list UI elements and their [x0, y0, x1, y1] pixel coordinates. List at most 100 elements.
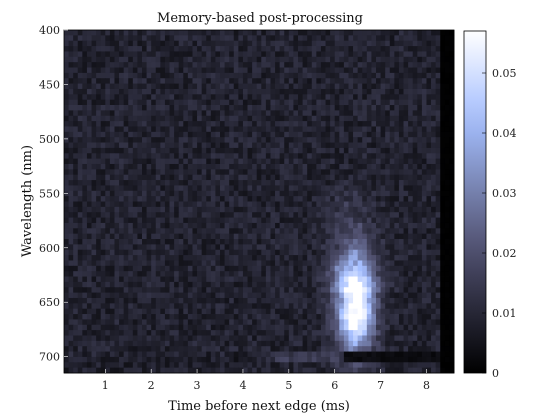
heatmap-cell: [389, 217, 395, 224]
heatmap-cell: [394, 51, 400, 58]
heatmap-cell: [385, 260, 391, 267]
heatmap-cell: [435, 212, 441, 218]
heatmap-cell: [449, 180, 455, 186]
heatmap-cell: [449, 324, 455, 331]
heatmap-cell: [394, 99, 400, 106]
heatmap-cell: [275, 110, 281, 117]
heatmap-cell: [201, 340, 207, 347]
heatmap-cell: [82, 180, 88, 186]
heatmap-cell: [132, 105, 138, 111]
heatmap-cell: [132, 94, 138, 101]
heatmap-cell: [86, 99, 92, 106]
heatmap-cell: [426, 335, 432, 342]
heatmap-cell: [183, 212, 189, 218]
heatmap-cell: [298, 40, 303, 47]
heatmap-cell: [137, 217, 143, 224]
heatmap-cell: [146, 30, 152, 36]
heatmap-cell: [412, 110, 418, 117]
heatmap-cell: [398, 174, 404, 181]
heatmap-cell: [128, 276, 134, 283]
heatmap-cell: [201, 67, 207, 74]
heatmap-cell: [86, 217, 92, 224]
heatmap-cell: [215, 196, 221, 202]
heatmap-cell: [316, 217, 322, 224]
heatmap-cell: [265, 292, 271, 299]
heatmap-cell: [224, 83, 230, 90]
heatmap-cell: [343, 35, 349, 42]
heatmap-cell: [229, 255, 235, 261]
heatmap-cell: [376, 105, 381, 111]
heatmap-cell: [449, 147, 455, 154]
heatmap-cell: [408, 30, 414, 36]
heatmap-cell: [192, 62, 198, 68]
heatmap-cell: [114, 201, 120, 208]
heatmap-cell: [431, 83, 437, 90]
heatmap-cell: [183, 72, 189, 79]
heatmap-cell: [293, 56, 299, 63]
heatmap-cell: [435, 255, 441, 261]
heatmap-cell: [252, 121, 258, 127]
heatmap-cell: [224, 78, 230, 84]
heatmap-cell: [187, 276, 193, 283]
heatmap-cell: [366, 260, 372, 267]
heatmap-cell: [357, 330, 363, 336]
heatmap-cell: [96, 196, 102, 202]
heatmap-cell: [220, 249, 225, 256]
heatmap-cell: [270, 88, 276, 95]
heatmap-cell: [320, 228, 326, 235]
heatmap-cell: [164, 153, 170, 160]
heatmap-cell: [398, 30, 404, 36]
heatmap-cell: [151, 137, 157, 143]
heatmap-cell: [288, 303, 294, 310]
heatmap-cell: [325, 297, 331, 304]
heatmap-cell: [339, 255, 345, 261]
heatmap-cell: [233, 281, 239, 288]
heatmap-cell: [302, 35, 308, 42]
heatmap-cell: [284, 196, 290, 202]
heatmap-cell: [440, 281, 446, 288]
heatmap-cell: [229, 163, 235, 170]
heatmap-cell: [247, 67, 253, 74]
heatmap-cell: [151, 255, 157, 261]
heatmap-cell: [109, 308, 115, 315]
heatmap-cell: [403, 126, 409, 133]
heatmap-cell: [206, 330, 212, 336]
heatmap-cell: [362, 206, 368, 213]
heatmap-cell: [353, 212, 359, 218]
heatmap-cell: [146, 239, 152, 245]
heatmap-cell: [215, 126, 221, 133]
heatmap-cell: [362, 169, 368, 176]
heatmap-cell: [293, 30, 299, 36]
heatmap-cell: [284, 126, 290, 133]
heatmap-cell: [160, 40, 166, 47]
heatmap-cell: [68, 335, 74, 342]
heatmap-cell: [119, 51, 125, 58]
heatmap-cell: [132, 281, 138, 288]
heatmap-cell: [247, 206, 253, 213]
heatmap-cell: [311, 115, 317, 122]
heatmap-cell: [192, 287, 198, 294]
heatmap-cell: [330, 56, 336, 63]
heatmap-cell: [398, 158, 404, 165]
heatmap-cell: [105, 62, 111, 68]
heatmap-cell: [261, 249, 267, 256]
heatmap-cell: [178, 94, 184, 101]
heatmap-cell: [220, 330, 225, 336]
heatmap-cell: [334, 212, 340, 218]
heatmap-cell: [119, 255, 125, 261]
heatmap-cell: [109, 303, 115, 310]
heatmap-cell: [242, 180, 248, 186]
heatmap-cell: [431, 222, 437, 229]
heatmap-cell: [380, 137, 386, 143]
heatmap-cell: [183, 126, 189, 133]
heatmap-cell: [325, 142, 331, 149]
heatmap-cell: [229, 287, 235, 294]
heatmap-cell: [160, 265, 166, 272]
heatmap-cell: [73, 110, 79, 117]
heatmap-cell: [119, 201, 125, 208]
heatmap-cell: [330, 319, 336, 326]
heatmap-cell: [210, 180, 216, 186]
heatmap-cell: [192, 126, 198, 133]
heatmap-cell: [376, 271, 381, 277]
heatmap-cell: [431, 330, 437, 336]
